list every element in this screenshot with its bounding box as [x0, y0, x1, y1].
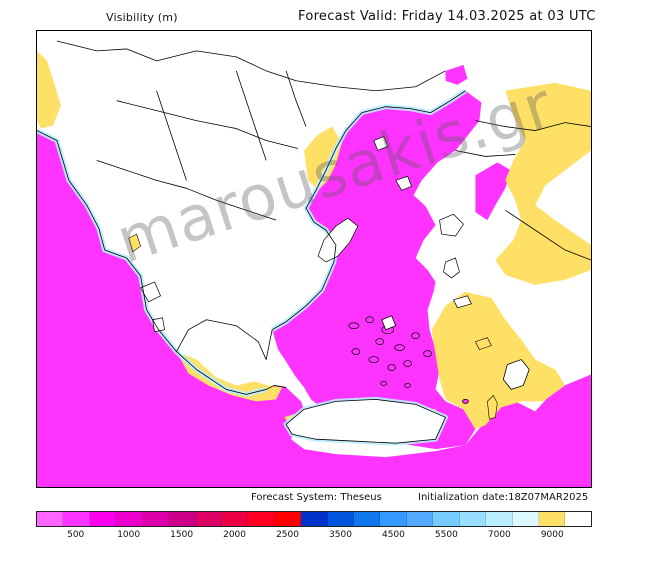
forecast-valid-time: Forecast Valid: Friday 14.03.2025 at 03 … — [298, 9, 596, 24]
legend-label: 1500 — [170, 530, 194, 540]
visibility-map[interactable] — [36, 30, 592, 488]
chios-island — [443, 257, 460, 279]
legend-label: 2500 — [276, 530, 299, 540]
legend-swatch — [433, 512, 460, 526]
legend-swatch — [89, 512, 117, 526]
evia-island — [317, 217, 359, 263]
legend-label: 4500 — [381, 530, 405, 540]
legend-swatch — [116, 512, 143, 526]
initialization-date: Initialization date:18Z07MAR2025 — [418, 492, 589, 503]
samos-island — [452, 295, 472, 309]
thassos-island — [373, 136, 389, 151]
fog-band-east — [495, 82, 591, 285]
legend-label: 7000 — [487, 530, 511, 540]
legend-swatch — [459, 512, 487, 526]
legend-label: 1000 — [117, 530, 141, 540]
cyclades-islands — [348, 316, 469, 404]
fog-band-thessaly-coast — [304, 126, 342, 191]
crete-island — [285, 398, 447, 444]
legend-swatch — [195, 512, 222, 526]
legend-swatch — [354, 512, 381, 526]
naxos-island — [381, 315, 397, 331]
legend-swatch — [169, 512, 196, 526]
legend-swatch — [406, 512, 434, 526]
legend-swatch — [486, 512, 513, 526]
map-canvas — [37, 31, 591, 487]
ionian-sea-area — [37, 130, 591, 487]
rhodes-island — [502, 359, 530, 390]
limnos-island — [395, 175, 413, 191]
marmara-sea-area — [445, 64, 468, 85]
legend-swatch — [274, 512, 302, 526]
legend-swatch — [142, 512, 170, 526]
fog-band-peloponnese — [176, 351, 283, 402]
zakynthos-island — [152, 317, 165, 333]
lesvos-island — [439, 213, 464, 237]
map-header: Visibility (m) Forecast Valid: Friday 14… — [0, 9, 650, 33]
legend-swatch — [63, 512, 90, 526]
kos-island — [474, 337, 492, 350]
corfu-island — [128, 233, 141, 253]
northern-aegean-gulf — [475, 162, 512, 221]
legend-swatch — [380, 512, 407, 526]
fog-band-anatolia-coast — [431, 291, 566, 430]
variable-label: Visibility (m) — [106, 11, 178, 24]
legend-swatch — [539, 512, 566, 526]
legend-swatch — [512, 512, 540, 526]
legend-swatch — [221, 512, 249, 526]
legend-swatch — [565, 512, 591, 526]
forecast-system: Forecast System: Theseus — [251, 492, 382, 503]
legend-label: 9000 — [540, 530, 564, 540]
legend-swatch — [37, 512, 64, 526]
karpathos-island — [487, 394, 498, 420]
legend-swatch — [301, 512, 328, 526]
visibility-color-scale — [36, 511, 592, 527]
fog-band-northwest-coast — [37, 50, 61, 129]
legend-label: 500 — [67, 530, 85, 540]
legend-label: 5500 — [434, 530, 458, 540]
legend-label: 3500 — [329, 530, 352, 540]
map-footer: Forecast System: Theseus Initialization … — [0, 492, 650, 506]
legend-swatch — [327, 512, 355, 526]
legend-swatch — [248, 512, 275, 526]
visibility-scale-labels: 500 1000 1500 2000 2500 3500 4500 5500 7000 9000 — [36, 530, 592, 544]
kefalonia-island — [140, 281, 162, 303]
legend-label: 2000 — [223, 530, 247, 540]
coastline-and-borders — [37, 40, 591, 395]
